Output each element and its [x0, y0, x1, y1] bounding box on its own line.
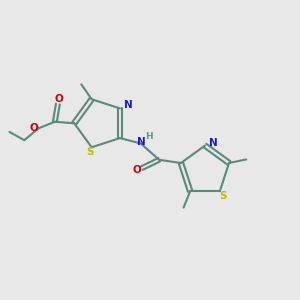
Text: H: H — [145, 131, 153, 140]
Text: O: O — [132, 165, 141, 175]
Text: N: N — [124, 100, 133, 110]
Text: N: N — [137, 137, 146, 147]
Text: S: S — [219, 191, 226, 201]
Text: N: N — [209, 138, 218, 148]
Text: O: O — [54, 94, 63, 103]
Text: S: S — [86, 147, 94, 157]
Text: O: O — [30, 123, 38, 133]
